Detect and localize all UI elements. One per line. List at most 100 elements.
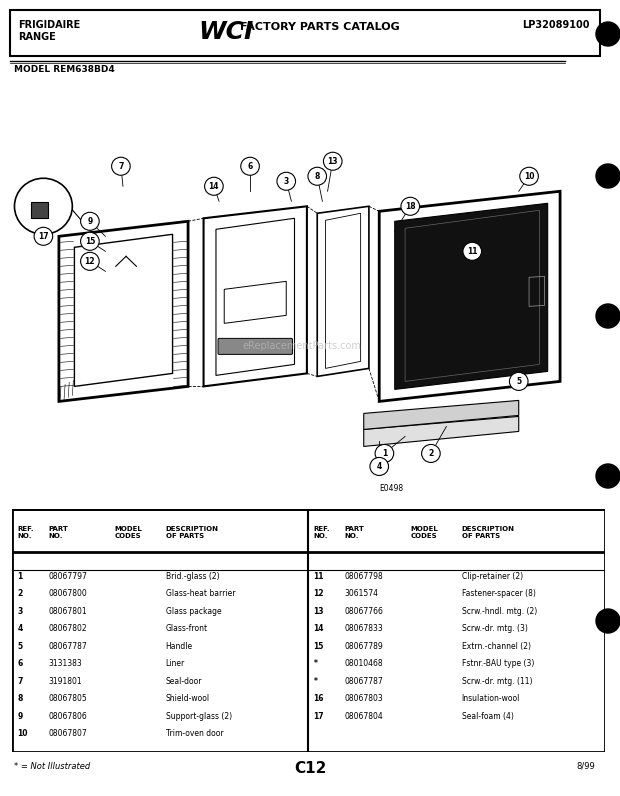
Circle shape <box>241 158 259 175</box>
Text: 17: 17 <box>314 712 324 720</box>
Circle shape <box>277 172 296 190</box>
Text: 6: 6 <box>17 659 23 669</box>
Text: 12: 12 <box>314 589 324 599</box>
Text: MODEL
CODES: MODEL CODES <box>410 526 438 539</box>
Text: 08067797: 08067797 <box>48 572 87 581</box>
Text: 12: 12 <box>85 257 95 266</box>
Text: 15: 15 <box>85 236 95 246</box>
Text: 08067801: 08067801 <box>48 607 87 616</box>
Text: 10: 10 <box>524 172 534 181</box>
Text: 5: 5 <box>17 642 22 651</box>
Text: 10: 10 <box>17 729 28 738</box>
Text: * = Not Illustrated: * = Not Illustrated <box>14 762 91 771</box>
Text: REF.
NO.: REF. NO. <box>314 526 330 539</box>
Text: 1: 1 <box>17 572 23 581</box>
Text: Trim-oven door: Trim-oven door <box>166 729 223 738</box>
Text: 14: 14 <box>314 624 324 634</box>
Circle shape <box>81 232 99 250</box>
Text: E0498: E0498 <box>379 485 404 494</box>
Circle shape <box>401 197 420 215</box>
Text: *: * <box>314 677 317 686</box>
Text: Seal-foam (4): Seal-foam (4) <box>461 712 513 720</box>
Text: 16: 16 <box>314 694 324 704</box>
Text: eReplacementParts.com: eReplacementParts.com <box>242 341 361 351</box>
Bar <box>10 10 600 56</box>
Circle shape <box>205 178 223 195</box>
Text: Insulation-wool: Insulation-wool <box>461 694 520 704</box>
Text: Glass package: Glass package <box>166 607 221 616</box>
Circle shape <box>14 178 73 234</box>
Text: Seal-door: Seal-door <box>166 677 202 686</box>
Text: Glass-front: Glass-front <box>166 624 208 634</box>
Polygon shape <box>395 203 547 389</box>
Text: 14: 14 <box>209 181 219 191</box>
Circle shape <box>596 464 620 488</box>
Polygon shape <box>364 416 519 447</box>
Text: 9: 9 <box>17 712 23 720</box>
Text: Liner: Liner <box>166 659 185 669</box>
Text: PART
NO.: PART NO. <box>344 526 364 539</box>
Text: Scrw.-dr. mtg. (11): Scrw.-dr. mtg. (11) <box>461 677 532 686</box>
Text: 2: 2 <box>428 449 433 458</box>
Text: 3: 3 <box>283 177 289 185</box>
Text: 08067805: 08067805 <box>48 694 87 704</box>
Circle shape <box>596 22 620 46</box>
Text: MODEL
CODES: MODEL CODES <box>115 526 142 539</box>
Text: 3191801: 3191801 <box>48 677 82 686</box>
Text: 08067807: 08067807 <box>48 729 87 738</box>
Text: 15: 15 <box>314 642 324 651</box>
Text: REF.
NO.: REF. NO. <box>17 526 34 539</box>
Text: 1: 1 <box>382 449 387 458</box>
Text: 11: 11 <box>314 572 324 581</box>
Circle shape <box>422 444 440 462</box>
Text: PART
NO.: PART NO. <box>48 526 68 539</box>
Text: 6: 6 <box>247 162 253 171</box>
Text: 3131383: 3131383 <box>48 659 82 669</box>
Text: MODEL REM638BD4: MODEL REM638BD4 <box>14 65 115 74</box>
Text: 3061574: 3061574 <box>344 589 378 599</box>
Circle shape <box>520 167 538 185</box>
Text: 08067833: 08067833 <box>344 624 383 634</box>
Text: 4: 4 <box>376 462 382 471</box>
Circle shape <box>370 458 389 475</box>
Text: RANGE: RANGE <box>18 32 56 42</box>
Text: Clip-retainer (2): Clip-retainer (2) <box>461 572 523 581</box>
Text: DESCRIPTION
OF PARTS: DESCRIPTION OF PARTS <box>461 526 515 539</box>
Circle shape <box>308 167 327 185</box>
Text: 13: 13 <box>327 157 338 166</box>
Text: 7: 7 <box>118 162 123 171</box>
Circle shape <box>81 213 99 230</box>
Circle shape <box>81 252 99 271</box>
Text: 08067806: 08067806 <box>48 712 87 720</box>
Text: 08067800: 08067800 <box>48 589 87 599</box>
Text: Fstnr.-BAU type (3): Fstnr.-BAU type (3) <box>461 659 534 669</box>
Circle shape <box>112 158 130 175</box>
Text: 08067789: 08067789 <box>344 642 383 651</box>
Text: Scrw.-dr. mtg. (3): Scrw.-dr. mtg. (3) <box>461 624 528 634</box>
Text: 9: 9 <box>87 217 92 226</box>
FancyBboxPatch shape <box>218 338 293 354</box>
Text: 08067802: 08067802 <box>48 624 87 634</box>
Text: DESCRIPTION
OF PARTS: DESCRIPTION OF PARTS <box>166 526 218 539</box>
Text: 7: 7 <box>17 677 23 686</box>
Text: 08067803: 08067803 <box>344 694 383 704</box>
Text: 08010468: 08010468 <box>344 659 383 669</box>
Text: Shield-wool: Shield-wool <box>166 694 210 704</box>
Text: *: * <box>314 659 317 669</box>
Circle shape <box>34 228 53 245</box>
Text: 8: 8 <box>314 172 320 181</box>
Polygon shape <box>364 400 519 429</box>
Text: 8/99: 8/99 <box>576 762 595 771</box>
Text: Fastener-spacer (8): Fastener-spacer (8) <box>461 589 536 599</box>
Text: 17: 17 <box>38 232 49 241</box>
Text: 13: 13 <box>314 607 324 616</box>
Text: 11: 11 <box>467 247 477 256</box>
Bar <box>31 202 48 218</box>
Text: 08067804: 08067804 <box>344 712 383 720</box>
Text: 08067787: 08067787 <box>48 642 87 651</box>
Circle shape <box>375 444 394 462</box>
Text: FRIGIDAIRE: FRIGIDAIRE <box>18 20 80 30</box>
Text: 4: 4 <box>17 624 23 634</box>
Text: Scrw.-hndl. mtg. (2): Scrw.-hndl. mtg. (2) <box>461 607 537 616</box>
Circle shape <box>510 373 528 390</box>
